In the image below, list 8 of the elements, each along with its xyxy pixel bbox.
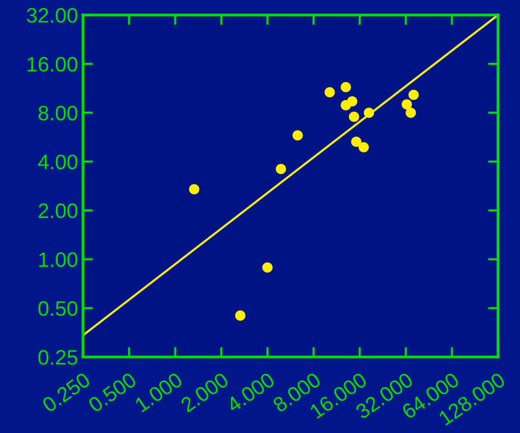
y-tick-label: 8.00 <box>38 106 78 120</box>
y-tick-label: 0.50 <box>38 301 78 316</box>
y-tick-label: 0.25 <box>38 350 78 365</box>
y-tick-label: 2.00 <box>38 203 78 218</box>
y-tick-label: 32.00 <box>26 8 78 23</box>
y-tick-label: 1.00 <box>39 252 78 268</box>
y-tick-label: 4.00 <box>38 154 78 170</box>
y-tick-label: 16.00 <box>28 56 78 72</box>
